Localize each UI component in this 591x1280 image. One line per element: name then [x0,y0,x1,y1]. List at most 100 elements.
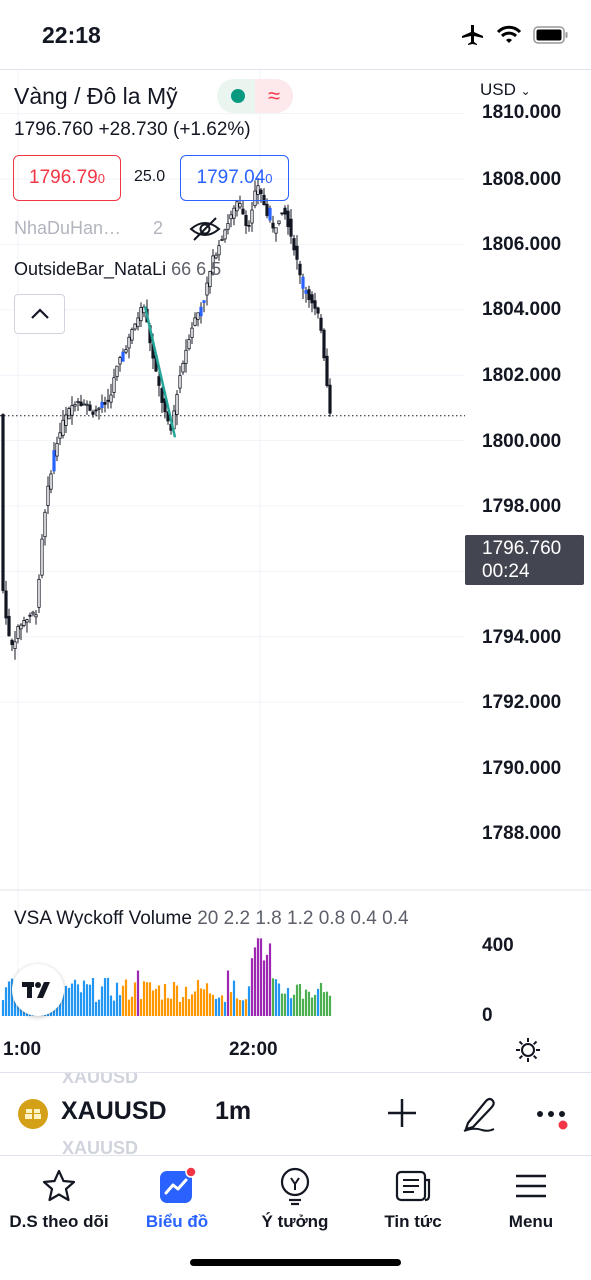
candle-body [10,639,14,645]
candle-body [13,641,17,650]
volume-bar [220,995,224,1016]
volume-bar [4,987,8,1016]
candle-body [310,294,314,304]
menu-icon [516,1174,546,1198]
candle-body [307,289,311,301]
tab-menu[interactable]: Menu [472,1164,590,1232]
volume-bar [70,983,74,1016]
volume-bar [1,1000,5,1016]
chart-settings-icon[interactable] [514,1036,542,1064]
candle-body [253,190,257,207]
candle-body [223,229,227,240]
tab-chart[interactable]: Biểu đồ [118,1164,236,1232]
volume-bar [229,992,233,1016]
volume-bar [13,992,17,1016]
candle-body [37,578,41,608]
candle-body [7,615,11,637]
tradingview-logo-icon[interactable] [12,964,64,1016]
volume-bar [298,983,302,1016]
candle-body [175,394,179,415]
currency-selector[interactable]: USD ⌄ [480,80,531,99]
current-price: 1796.760 [482,538,562,559]
candle-body [268,207,272,221]
volume-bar [178,1001,182,1016]
candle-body [28,614,32,617]
candle-body [316,307,320,314]
volume-bar [76,984,80,1016]
collapse-legend-button[interactable] [14,294,65,334]
candle-body [103,402,107,405]
airplane-icon [462,25,483,45]
price-axis-label: 1802.000 [482,365,562,386]
symbol-selector[interactable]: XAUUSD [61,1097,167,1125]
volume-indicator[interactable]: VSA Wyckoff Volume 20 2.2 1.8 1.2 0.8 0.… [14,908,409,929]
price-axis-label: 1788.000 [482,823,562,844]
chart-area[interactable] [0,70,591,1072]
candle-body [40,538,44,576]
candle-body [226,223,230,230]
more-options-icon[interactable] [536,1109,570,1131]
candle-body [262,194,266,206]
volume-bar [319,982,323,1016]
volume-bar [190,994,194,1016]
candle-body [286,210,290,228]
candle-body [91,411,95,415]
battery-icon [533,26,568,44]
buy-button[interactable]: 1797.04 0 [180,155,289,201]
candle-body [127,336,131,349]
chart-icon [160,1166,197,1203]
outside-bar-signal-line [143,306,177,438]
candle-countdown: 00:24 [482,561,530,582]
volume-axis-label: 0 [482,1005,493,1026]
tab-watchlist[interactable]: D.S theo dõi [0,1164,118,1232]
candle-body [49,473,53,490]
interval-selector[interactable]: 1m [215,1097,252,1125]
candle-body [193,317,197,326]
news-icon [395,1170,431,1202]
candle-body [181,362,185,373]
candle-body [22,620,26,626]
candle-body [76,401,80,403]
tab-news[interactable]: Tin tức [354,1164,472,1232]
volume-bar [139,999,143,1016]
add-icon[interactable] [385,1096,419,1130]
volume-bar [202,989,206,1016]
volume-bar [283,993,287,1016]
eye-off-icon[interactable] [188,215,222,243]
candle-body [52,450,56,472]
tab-ideas[interactable]: Ý tưởng [236,1164,354,1232]
sell-button[interactable]: 1796.79 0 [13,155,121,201]
volume-bar [10,978,14,1016]
status-bar: 22:18 [0,0,591,70]
candle-body [1,414,5,591]
volume-bar [310,997,314,1016]
market-status-badge[interactable]: ≈ [217,79,293,113]
tab-label: Menu [508,1212,554,1231]
volume-bar [256,938,260,1016]
volume-bar [223,1001,227,1016]
candle-body [34,614,38,618]
outside-bar-indicator[interactable]: OutsideBar_NataLi 66 6 5 [14,259,222,279]
status-icons [461,24,569,46]
symbol-title[interactable]: Vàng / Đô la Mỹ [14,83,178,109]
candlestick-chart[interactable] [0,70,591,1072]
candle-body [244,215,248,226]
candle-body [217,245,221,256]
hidden-indicator-count: 2 [153,218,164,238]
volume-bar [172,981,176,1016]
volume-bar [121,985,125,1016]
candle-body [82,403,86,406]
candle-body [199,306,203,317]
volume-bar [160,999,164,1016]
volume-bar [151,990,155,1016]
volume-bar [148,982,152,1016]
hidden-indicator-name[interactable]: NhaDuHan… [14,218,122,238]
volume-bar [64,985,68,1016]
current-price-tag: 1796.760 00:24 [465,535,584,585]
volume-bar [211,994,215,1016]
drawing-tools-icon[interactable] [460,1093,498,1133]
symbol-toolbar: XAUUSD XAUUSD XAUUSD 1m [0,1073,591,1155]
price-axis-label: 1808.000 [482,169,562,190]
candle-body [106,399,110,402]
chevron-up-icon [30,308,49,319]
